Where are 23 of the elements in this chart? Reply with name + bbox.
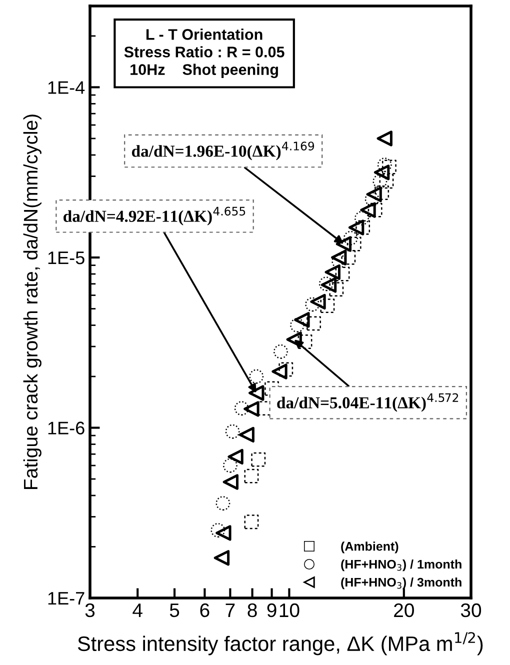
legend-label: (HF+HNO$_{3}$) / 3month [341,578,462,590]
x-tick-label: 9 [267,603,276,618]
legend-label: (Ambient) [341,542,398,554]
y-tick-label: 1E-5 [48,252,84,264]
x-tick-label: 20 [394,603,414,618]
annotation: L - T Orientation Stress Ratio : R = 0.05 10Hz Shot peening [124,28,284,78]
annotation: da/dN=1.96E-10(ΔK)$^{4.169}$ [132,142,314,160]
x-tick-label: 10 [280,603,300,618]
y-axis-title: Fatigue crack growth rate, da/dN(mm/cycle) [23,114,42,489]
y-tick-label: 1E-4 [48,81,85,94]
y-tick-label: 1E-7 [48,592,84,605]
x-tick-label: 7 [226,604,235,617]
x-axis-title: Stress intensity factor range, ΔK (MPa m$^{1/2}$) [78,632,483,656]
x-tick-label: 30 [460,603,482,618]
annotation: da/dN=5.04E-11(ΔK)$^{4.572}$ [277,393,458,412]
x-tick-label: 3 [85,603,95,618]
y-tick-label: 1E-6 [48,422,84,434]
x-tick-label: 6 [200,603,210,618]
x-tick-label: 4 [132,604,142,617]
annotation: da/dN=4.92E-11(ΔK)$^{4.655}$ [64,206,246,226]
x-tick-label: 5 [170,604,180,618]
x-tick-label: 8 [248,603,257,618]
legend-label: (HF+HNO$_{3}$) / 1month [341,560,462,572]
